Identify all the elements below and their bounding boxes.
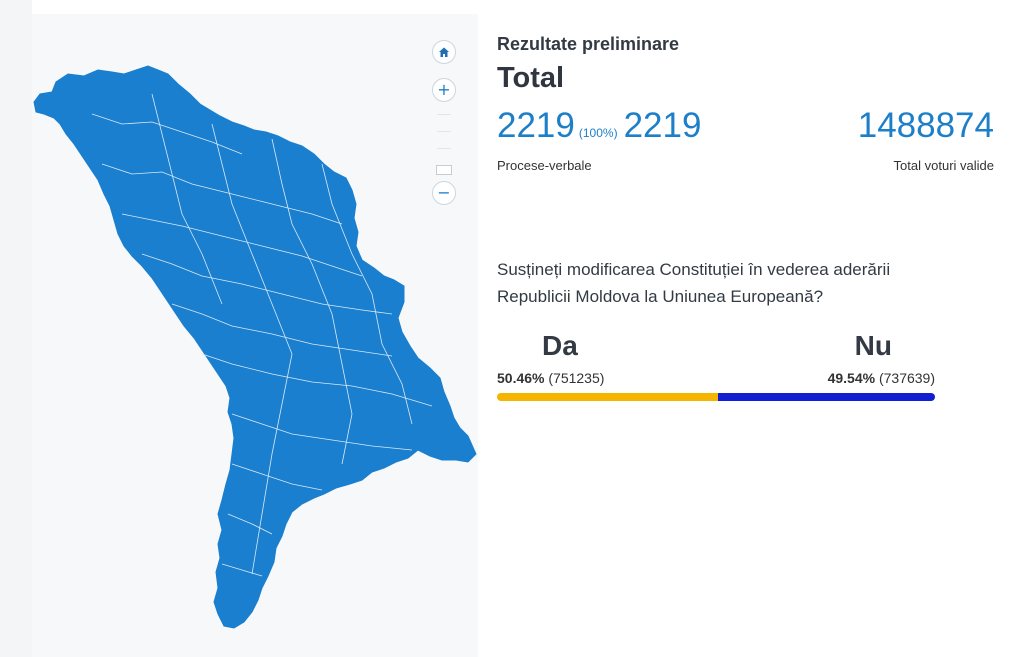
map-zoom-controls: + − — [429, 40, 459, 205]
home-button[interactable] — [432, 40, 456, 64]
no-label: Nu — [854, 330, 892, 361]
no-bar — [718, 393, 935, 401]
results-title: Total — [497, 62, 565, 94]
referendum-question: Susțineți modificarea Constituției în ve… — [497, 260, 891, 306]
zoom-in-button[interactable]: + — [432, 78, 456, 102]
left-gutter — [0, 0, 32, 657]
zoom-out-button[interactable]: − — [432, 181, 456, 205]
zoom-slider-thumb[interactable] — [436, 165, 452, 175]
zoom-slider-tick — [437, 131, 451, 132]
minus-icon: − — [437, 183, 451, 202]
valid-votes-count: 1488874 — [857, 106, 994, 145]
moldova-country-shape[interactable] — [33, 65, 477, 629]
results-bar — [497, 393, 935, 401]
district-borders — [91, 93, 433, 577]
yes-stats: 50.46% (751235) — [497, 370, 604, 386]
yes-label: Da — [542, 330, 578, 361]
zoom-slider-tick — [437, 148, 451, 149]
processed-value: 2219 — [497, 106, 575, 145]
no-stats: 49.54% (737639) — [828, 370, 935, 386]
processed-total: 2219 — [623, 106, 702, 145]
yes-percent: 50.46% — [497, 370, 545, 386]
no-percent: 49.54% — [827, 370, 876, 386]
map-panel[interactable]: + − — [32, 14, 478, 657]
processed-label: Procese-verbale — [497, 158, 592, 173]
home-icon — [439, 47, 449, 57]
yes-bar — [497, 393, 718, 401]
plus-icon: + — [437, 80, 451, 99]
moldova-map[interactable] — [32, 14, 478, 657]
zoom-slider-tick — [437, 114, 451, 115]
no-votes: (737639) — [878, 370, 935, 386]
results-subtitle: Rezultate preliminare — [497, 34, 680, 54]
valid-votes-label: Total voturi valide — [893, 158, 994, 173]
processed-count: 2219 (100%) 2219 — [497, 106, 701, 146]
yes-votes: (751235) — [548, 370, 605, 386]
processed-percent: (100%) — [578, 126, 618, 140]
